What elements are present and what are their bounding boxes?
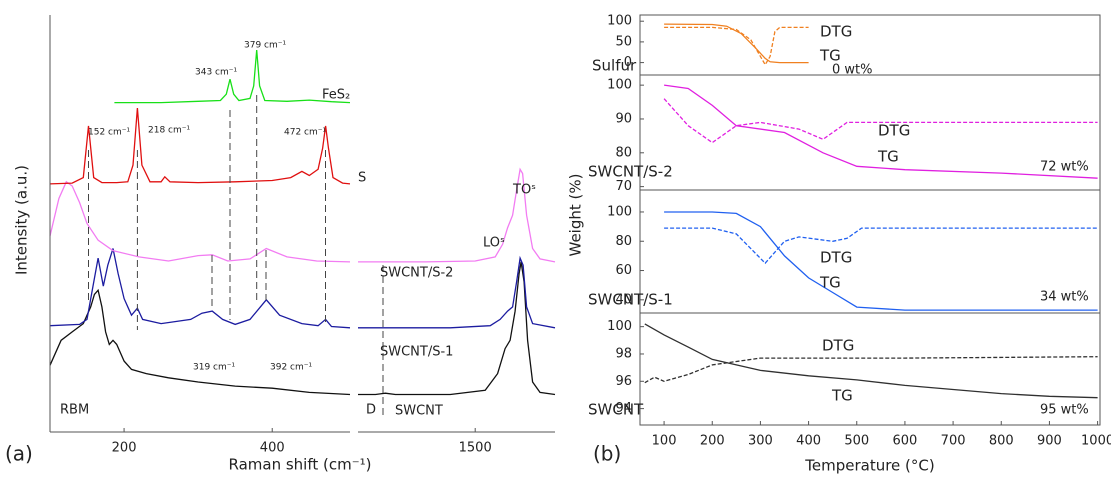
series-line <box>664 26 809 66</box>
x-axis-label: Temperature (°C) <box>804 457 934 475</box>
series-label: S <box>358 171 366 186</box>
series-line <box>358 255 556 329</box>
x-tick-label: 100 <box>652 434 677 449</box>
panel-label: (a) <box>5 442 33 466</box>
series-line <box>49 248 351 329</box>
series-line <box>663 98 1098 144</box>
series-line <box>664 227 1098 265</box>
y-axis-label: Weight (%) <box>567 174 585 257</box>
series-line <box>358 167 556 263</box>
series-line <box>114 49 351 104</box>
y-tick-label: 40 <box>615 292 632 307</box>
peak-label: RBM <box>60 403 89 418</box>
peak-label: TOˢ <box>512 183 536 198</box>
y-tick-label: 80 <box>615 234 632 249</box>
peak-label: 152 cm⁻¹ <box>88 128 131 138</box>
y-tick-label: 80 <box>615 145 632 160</box>
sample-label: SWCNT <box>588 401 644 419</box>
x-tick-label: 1000 <box>1081 434 1111 449</box>
series-label: SWCNT/S-1 <box>380 345 453 360</box>
y-tick-label: 100 <box>607 319 632 334</box>
peak-label: 472 cm⁻¹ <box>284 128 327 138</box>
residue-label: 0 wt% <box>832 63 873 78</box>
x-tick-label: 300 <box>748 434 773 449</box>
residue-label: 34 wt% <box>1040 290 1089 305</box>
y-tick-label: 96 <box>615 374 632 389</box>
peak-label: 392 cm⁻¹ <box>270 363 313 373</box>
x-tick-label: 500 <box>844 434 869 449</box>
y-tick-label: 98 <box>615 346 632 361</box>
y-tick-label: 94 <box>615 401 632 416</box>
peak-label: LOˢ <box>483 236 505 251</box>
x-tick-label: 400 <box>260 441 285 456</box>
series-line <box>358 261 556 396</box>
peak-label: 319 cm⁻¹ <box>193 363 236 373</box>
x-tick-label: 900 <box>1037 434 1062 449</box>
panel-label: (b) <box>593 442 621 466</box>
series-line <box>664 84 1098 179</box>
x-tick-label: 700 <box>941 434 966 449</box>
series-label: SWCNT <box>395 404 443 419</box>
plot-frame <box>639 14 1101 76</box>
series-line <box>49 180 351 263</box>
y-tick-label: 0 <box>624 55 632 70</box>
series-label: SWCNT/S-2 <box>380 266 453 281</box>
y-tick-label: 100 <box>607 14 632 29</box>
peak-label: 379 cm⁻¹ <box>244 41 287 51</box>
series-line <box>664 211 1098 311</box>
curve-label: DTG <box>820 249 852 267</box>
peak-label: 343 cm⁻¹ <box>195 68 238 78</box>
plot-frame <box>639 74 1101 191</box>
series-label: FeS₂ <box>322 88 350 103</box>
sample-label: SWCNT/S-1 <box>588 291 673 309</box>
x-tick-label: 800 <box>989 434 1014 449</box>
x-tick-label: 400 <box>796 434 821 449</box>
curve-label: TG <box>819 274 841 292</box>
y-tick-label: 70 <box>615 179 632 194</box>
plot-frame <box>639 312 1101 426</box>
y-tick-label: 90 <box>615 111 632 126</box>
y-axis-label: Intensity (a.u.) <box>13 165 31 275</box>
x-tick-label: 1500 <box>459 441 492 456</box>
curve-label: DTG <box>878 122 910 140</box>
series-line <box>49 107 351 185</box>
peak-guides <box>88 95 384 415</box>
x-tick-label: 200 <box>112 441 137 456</box>
series-line <box>644 356 1098 384</box>
series-line <box>644 323 1098 399</box>
series-line <box>49 288 351 396</box>
peak-label: 218 cm⁻¹ <box>148 126 191 136</box>
sample-label: SWCNT/S-2 <box>588 163 673 181</box>
x-tick-label: 600 <box>893 434 918 449</box>
curve-label: DTG <box>820 23 852 41</box>
curve-label: DTG <box>822 337 854 355</box>
curve-label: TG <box>877 148 899 166</box>
curve-label: TG <box>819 47 841 65</box>
residue-label: 72 wt% <box>1040 160 1089 175</box>
sample-label: Sulfur <box>592 57 637 75</box>
x-axis-label: Raman shift (cm⁻¹) <box>228 456 371 474</box>
x-tick-label: 200 <box>700 434 725 449</box>
y-tick-label: 60 <box>615 263 632 278</box>
plot-frame <box>639 189 1101 314</box>
y-tick-label: 100 <box>607 78 632 93</box>
residue-label: 95 wt% <box>1040 403 1089 418</box>
y-tick-label: 100 <box>607 204 632 219</box>
y-tick-label: 50 <box>615 34 632 49</box>
curve-label: TG <box>831 387 853 405</box>
peak-label: D <box>366 403 376 418</box>
